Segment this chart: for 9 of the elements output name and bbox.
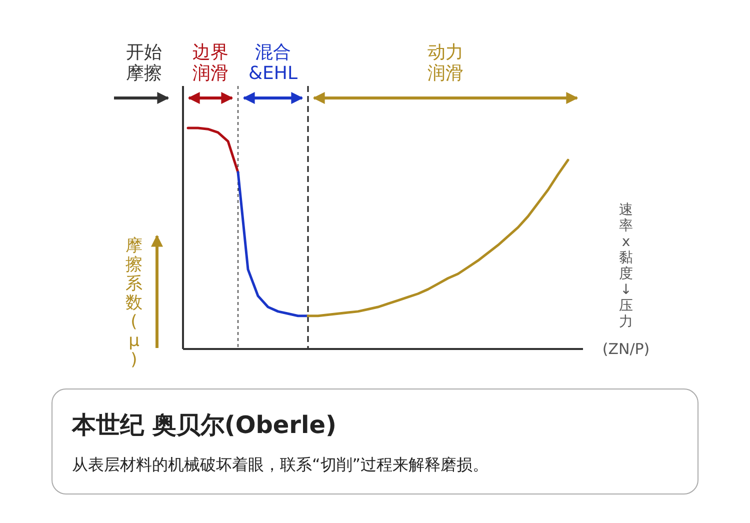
y2-axis-title: 速率x黏度↓压力 (619, 202, 633, 330)
text: 动力润滑 (428, 42, 464, 84)
text: 边界润滑 (192, 42, 228, 84)
x-axis-title: (ZN/P) (602, 340, 650, 358)
text: 本世纪 奥贝尔(Oberle) (71, 411, 336, 439)
text: 开始摩擦 (126, 42, 162, 84)
text: 混合&EHL (248, 42, 298, 84)
y-axis-title: 摩擦系数(μ) (126, 236, 142, 370)
text: 从表层材料的机械破坏着眼，联系“切削”过程来解释磨损。 (72, 455, 489, 474)
